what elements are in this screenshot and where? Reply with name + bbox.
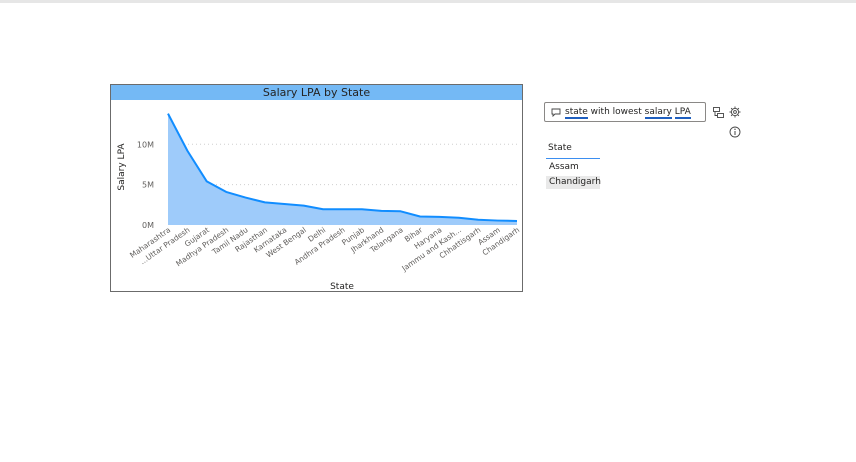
data-point — [283, 203, 285, 205]
data-point — [400, 210, 402, 212]
answer-column-header: State — [546, 140, 600, 159]
qa-query-text: state with lowest salary LPA — [565, 107, 691, 119]
answer-row[interactable]: Chandigarh — [546, 176, 601, 189]
data-point — [264, 201, 266, 203]
chart-title: Salary LPA by State — [111, 85, 522, 100]
data-point — [419, 216, 421, 218]
qa-token: state — [565, 107, 588, 119]
data-point — [303, 205, 305, 207]
area-chart-visual[interactable]: Salary LPA by State 0M 5M 10M Maharashtra..… — [110, 84, 523, 292]
data-point — [322, 208, 324, 210]
info-icon[interactable] — [729, 126, 741, 138]
area-fill — [168, 113, 517, 225]
qa-token: LPA — [674, 107, 691, 119]
convert-to-visual-icon[interactable] — [713, 107, 724, 118]
data-point — [342, 208, 344, 210]
settings-gear-icon[interactable] — [729, 106, 741, 118]
data-point — [516, 220, 518, 222]
data-point — [361, 208, 363, 210]
y-tick-label: 0M — [142, 221, 154, 230]
data-point — [245, 197, 247, 199]
data-point — [438, 216, 440, 218]
qa-token: with lowest — [587, 107, 645, 117]
y-tick-label: 10M — [137, 140, 154, 149]
answer-table: State Assam Chandigarh — [546, 140, 601, 189]
data-point — [225, 191, 227, 193]
series-line — [167, 113, 518, 222]
qa-token: salary — [644, 107, 672, 119]
data-point — [497, 220, 499, 222]
answer-row[interactable]: Assam — [549, 162, 579, 172]
qa-input[interactable]: state with lowest salary LPA — [544, 102, 706, 122]
chat-icon — [551, 108, 561, 117]
data-point — [477, 219, 479, 221]
data-point — [380, 210, 382, 212]
data-point — [206, 180, 208, 182]
data-point — [167, 113, 169, 115]
x-axis-title: State — [330, 282, 354, 292]
top-border — [0, 0, 856, 3]
y-axis-title: Salary LPA — [117, 143, 127, 191]
data-point — [458, 217, 460, 219]
data-point — [186, 150, 188, 152]
y-tick-label: 5M — [142, 181, 154, 190]
